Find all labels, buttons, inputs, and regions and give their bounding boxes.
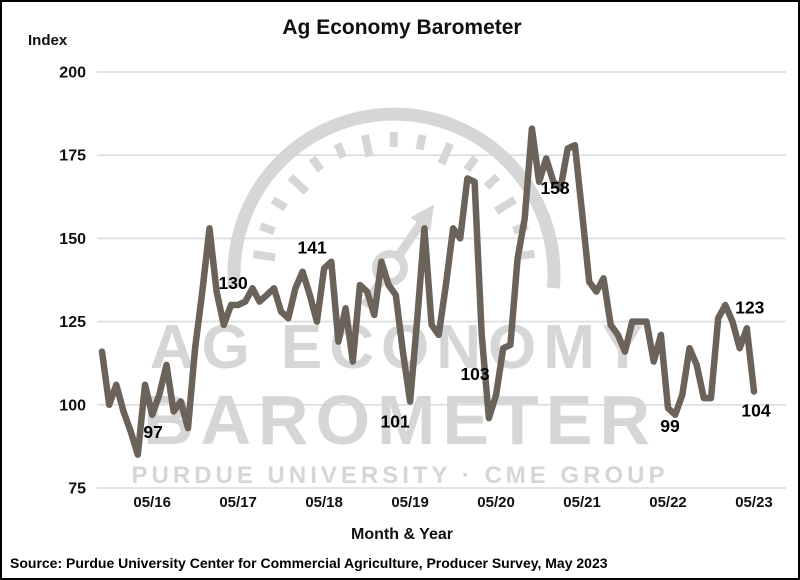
watermark-gauge-tick bbox=[483, 173, 501, 190]
y-tick-label: 200 bbox=[59, 65, 86, 82]
y-tick-label: 150 bbox=[59, 231, 86, 248]
watermark-text-line2: BAROMETER bbox=[143, 381, 657, 459]
y-tick-label: 75 bbox=[68, 481, 86, 498]
watermark-gauge-ring bbox=[227, 107, 561, 289]
x-tick-label: 05/16 bbox=[133, 494, 171, 511]
watermark-gauge-tick bbox=[361, 134, 374, 158]
watermark-gauge-tick bbox=[494, 196, 518, 215]
x-tick-label: 05/22 bbox=[649, 494, 687, 511]
y-axis-title: Index bbox=[28, 32, 68, 49]
data-label: 123 bbox=[735, 297, 764, 317]
data-label: 130 bbox=[219, 273, 248, 293]
data-label: 104 bbox=[741, 400, 770, 420]
x-tick-label: 05/18 bbox=[305, 494, 343, 511]
x-tick-label: 05/20 bbox=[477, 494, 515, 511]
y-tick-label: 175 bbox=[59, 148, 86, 165]
watermark-gauge-tick bbox=[519, 249, 536, 260]
data-label: 141 bbox=[298, 237, 327, 257]
watermark-gauge-tick bbox=[258, 222, 276, 235]
source-note: Source: Purdue University Center for Com… bbox=[10, 555, 608, 571]
watermark-arrow-head bbox=[410, 204, 434, 232]
x-tick-label: 05/19 bbox=[391, 494, 429, 511]
x-tick-label: 05/21 bbox=[563, 494, 601, 511]
chart-title: Ag Economy Barometer bbox=[282, 16, 522, 39]
y-tick-label: 100 bbox=[59, 397, 86, 414]
watermark-gauge-tick bbox=[415, 134, 427, 151]
watermark-gauge-tick bbox=[252, 250, 276, 262]
data-label: 97 bbox=[143, 422, 162, 442]
data-label: 103 bbox=[460, 364, 489, 384]
watermark-gauge-tick bbox=[437, 141, 454, 166]
watermark-text-footer: PURDUE UNIVERSITY · CME GROUP bbox=[132, 462, 669, 489]
watermark-gauge-tick bbox=[333, 142, 348, 160]
x-axis-title: Month & Year bbox=[351, 526, 453, 543]
data-label: 158 bbox=[540, 178, 569, 198]
data-label: 99 bbox=[660, 416, 680, 436]
data-line bbox=[98, 125, 758, 458]
watermark-gauge-tick bbox=[308, 155, 325, 173]
watermark-gauge-tick bbox=[463, 155, 479, 173]
y-tick-label: 125 bbox=[59, 314, 86, 331]
data-label: 101 bbox=[380, 411, 409, 431]
watermark-gauge-tick bbox=[287, 174, 310, 195]
x-tick-label: 05/17 bbox=[219, 494, 257, 511]
watermark-gauge-tick bbox=[270, 196, 288, 212]
x-tick-label: 05/23 bbox=[735, 494, 773, 511]
